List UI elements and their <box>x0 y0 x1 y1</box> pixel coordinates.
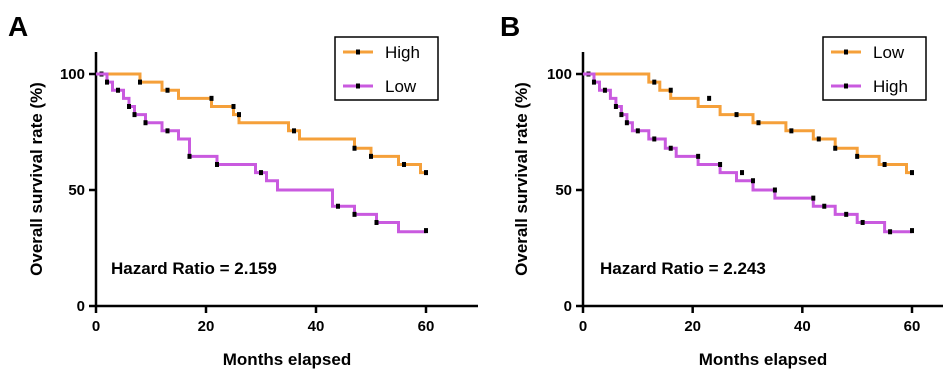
legend-censor-mark <box>844 49 848 55</box>
panel-letter: B <box>500 11 520 42</box>
censor-mark <box>624 120 629 126</box>
censor-mark <box>165 87 170 93</box>
censor-mark <box>668 145 673 151</box>
legend-box <box>334 36 439 101</box>
chart-panel-b: B 0 50 100 0 20 40 60 Months elapsed Overall surv… <box>500 11 943 369</box>
censor-mark <box>910 228 914 234</box>
legend-label: Low <box>385 77 417 96</box>
censor-mark <box>187 153 192 159</box>
censor-mark <box>619 112 624 118</box>
legend-censor-mark <box>356 49 360 55</box>
legend-censor-mark <box>844 83 848 89</box>
censor-mark <box>116 87 120 93</box>
series-line-low <box>96 72 426 234</box>
censor-mark <box>789 128 794 134</box>
censor-mark <box>816 136 821 142</box>
censor-mark <box>352 211 357 217</box>
censor-mark <box>374 219 379 225</box>
series-line-low <box>583 72 912 175</box>
censor-mark <box>369 153 373 159</box>
censor-mark <box>352 145 357 151</box>
censor-mark <box>132 112 137 118</box>
y-axis-label: Overall survival rate (%) <box>27 82 46 276</box>
x-tick-label: 60 <box>418 318 435 335</box>
censor-mark <box>860 219 865 225</box>
x-axis-label: Months elapsed <box>223 350 351 369</box>
censor-mark <box>127 103 131 109</box>
y-tick-label: 0 <box>77 298 85 315</box>
x-axis-label: Months elapsed <box>699 350 827 369</box>
y-tick-label: 50 <box>68 182 85 199</box>
legend-label: High <box>873 77 908 96</box>
censor-mark <box>591 79 596 85</box>
y-tick-label: 0 <box>564 298 572 315</box>
censor-mark <box>772 187 777 193</box>
censor-mark <box>602 87 607 93</box>
y-tick-label: 100 <box>60 66 85 83</box>
legend-censor-mark <box>356 83 360 89</box>
censor-mark <box>652 79 657 85</box>
censor-mark <box>138 79 142 85</box>
censor-mark <box>822 203 827 209</box>
censor-mark <box>165 128 170 134</box>
legend-label: Low <box>873 43 905 62</box>
x-tick-label: 20 <box>684 318 701 335</box>
censor-mark <box>811 195 816 201</box>
hazard-ratio-annotation: Hazard Ratio = 2.243 <box>600 259 766 278</box>
censor-mark <box>292 128 296 134</box>
y-tick-label: 100 <box>547 66 572 83</box>
censor-mark <box>424 228 428 234</box>
censor-mark <box>635 128 640 134</box>
censor-mark <box>237 112 241 118</box>
censor-mark <box>833 145 838 151</box>
y-tick-label: 50 <box>555 182 572 199</box>
censor-mark <box>613 103 618 109</box>
legend-box <box>822 36 927 101</box>
x-tick-label: 40 <box>794 318 811 335</box>
censor-mark <box>750 178 755 184</box>
legend-label: High <box>385 43 420 62</box>
censor-mark <box>740 170 745 176</box>
panel-letter: A <box>8 11 28 42</box>
x-tick-label: 60 <box>904 318 921 335</box>
censor-mark <box>652 136 657 142</box>
x-tick-label: 20 <box>198 318 215 335</box>
x-tick-label: 0 <box>92 318 100 335</box>
censor-mark <box>707 95 712 101</box>
censor-mark <box>855 153 860 159</box>
y-axis-label: Overall survival rate (%) <box>512 82 531 276</box>
censor-mark <box>231 103 236 109</box>
censor-mark <box>209 95 214 101</box>
censor-mark <box>696 153 701 159</box>
censor-mark <box>402 161 406 167</box>
censor-mark <box>215 161 219 167</box>
censor-mark <box>756 120 761 126</box>
censor-mark <box>882 161 887 167</box>
censor-mark <box>668 87 673 93</box>
censor-mark <box>910 170 914 176</box>
censor-mark <box>259 170 263 176</box>
censor-mark <box>844 211 849 217</box>
hazard-ratio-annotation: Hazard Ratio = 2.159 <box>111 259 277 278</box>
x-tick-label: 0 <box>579 318 587 335</box>
censor-mark <box>718 161 723 167</box>
censor-mark <box>105 79 109 85</box>
censor-mark <box>424 170 428 176</box>
chart-panel-a: A 0 50 100 0 20 40 60 Months elapsed Overall surv… <box>8 11 478 369</box>
censor-mark <box>888 229 893 235</box>
censor-mark <box>734 112 739 118</box>
censor-mark <box>336 203 340 209</box>
censor-mark <box>143 120 148 126</box>
x-tick-label: 40 <box>308 318 325 335</box>
series-line-high <box>96 72 426 175</box>
